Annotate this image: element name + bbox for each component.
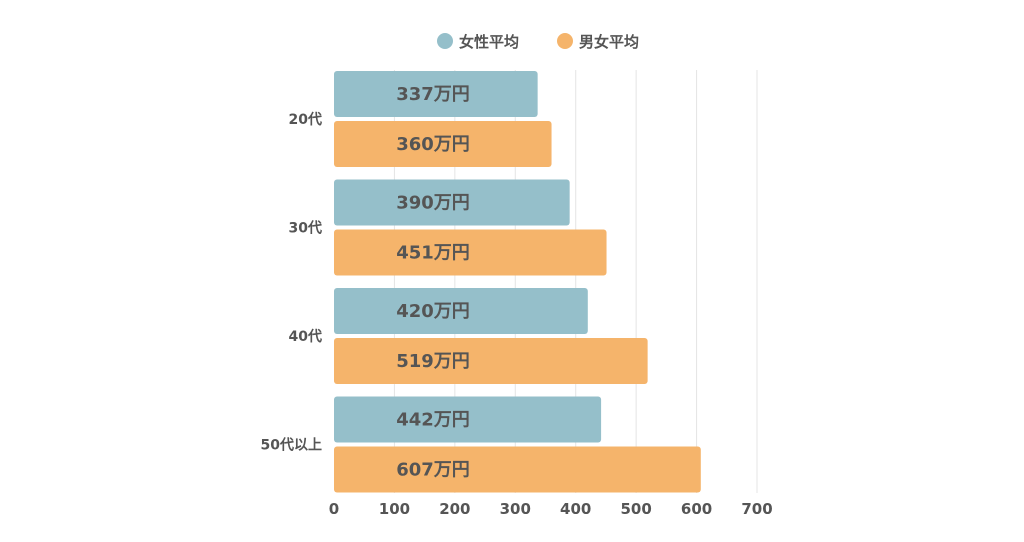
x-tick-label-400: 400 (560, 500, 591, 518)
bar-overall-1 (334, 121, 552, 167)
x-tick-label-300: 300 (500, 500, 531, 518)
bar-label-overall-4: 607万円 (396, 460, 470, 481)
bar-overall-4 (334, 446, 701, 493)
bar-overall-2 (334, 229, 607, 276)
bar-female-1 (334, 71, 538, 117)
x-tick-label-600: 600 (681, 500, 712, 518)
category-labels: 20代 30代 40代 50代以上 (261, 111, 322, 454)
category-label-1: 20代 (289, 111, 322, 128)
bars (334, 71, 701, 493)
x-tick-label-100: 100 (379, 500, 410, 518)
bar-female-2 (334, 179, 570, 226)
bar-label-female-3: 420万円 (396, 301, 470, 322)
legend-label-1: 女性平均 (459, 33, 519, 51)
bar-overall-3 (334, 338, 648, 384)
bar-female-4 (334, 396, 602, 443)
x-tick-label-500: 500 (620, 500, 651, 518)
bar-female-3 (334, 288, 588, 334)
category-label-2: 30代 (289, 220, 322, 237)
bar-labels: 337万円 360万円 390万円 451万円 420万円 519万円 442万円 607万円 (396, 84, 470, 481)
category-label-4: 50代以上 (261, 437, 322, 454)
bar-label-overall-1: 360万円 (396, 134, 470, 155)
bar-label-female-1: 337万円 (396, 84, 470, 105)
x-tick-label-0: 0 (329, 500, 339, 518)
legend-swatch-1 (437, 33, 453, 49)
x-tick-label-200: 200 (439, 500, 470, 518)
x-axis-tick-labels: 0 100 200 300 400 500 600 700 (329, 500, 773, 518)
bar-label-overall-3: 519万円 (396, 351, 470, 372)
bar-label-female-2: 390万円 (396, 193, 470, 214)
legend-label-2: 男女平均 (579, 33, 639, 51)
bar-label-overall-2: 451万円 (396, 243, 470, 264)
category-label-3: 40代 (289, 328, 322, 345)
bar-label-female-4: 442万円 (396, 410, 470, 431)
x-tick-label-700: 700 (741, 500, 772, 518)
legend-swatch-2 (557, 33, 573, 49)
legend: 女性平均 男女平均 (437, 33, 639, 51)
